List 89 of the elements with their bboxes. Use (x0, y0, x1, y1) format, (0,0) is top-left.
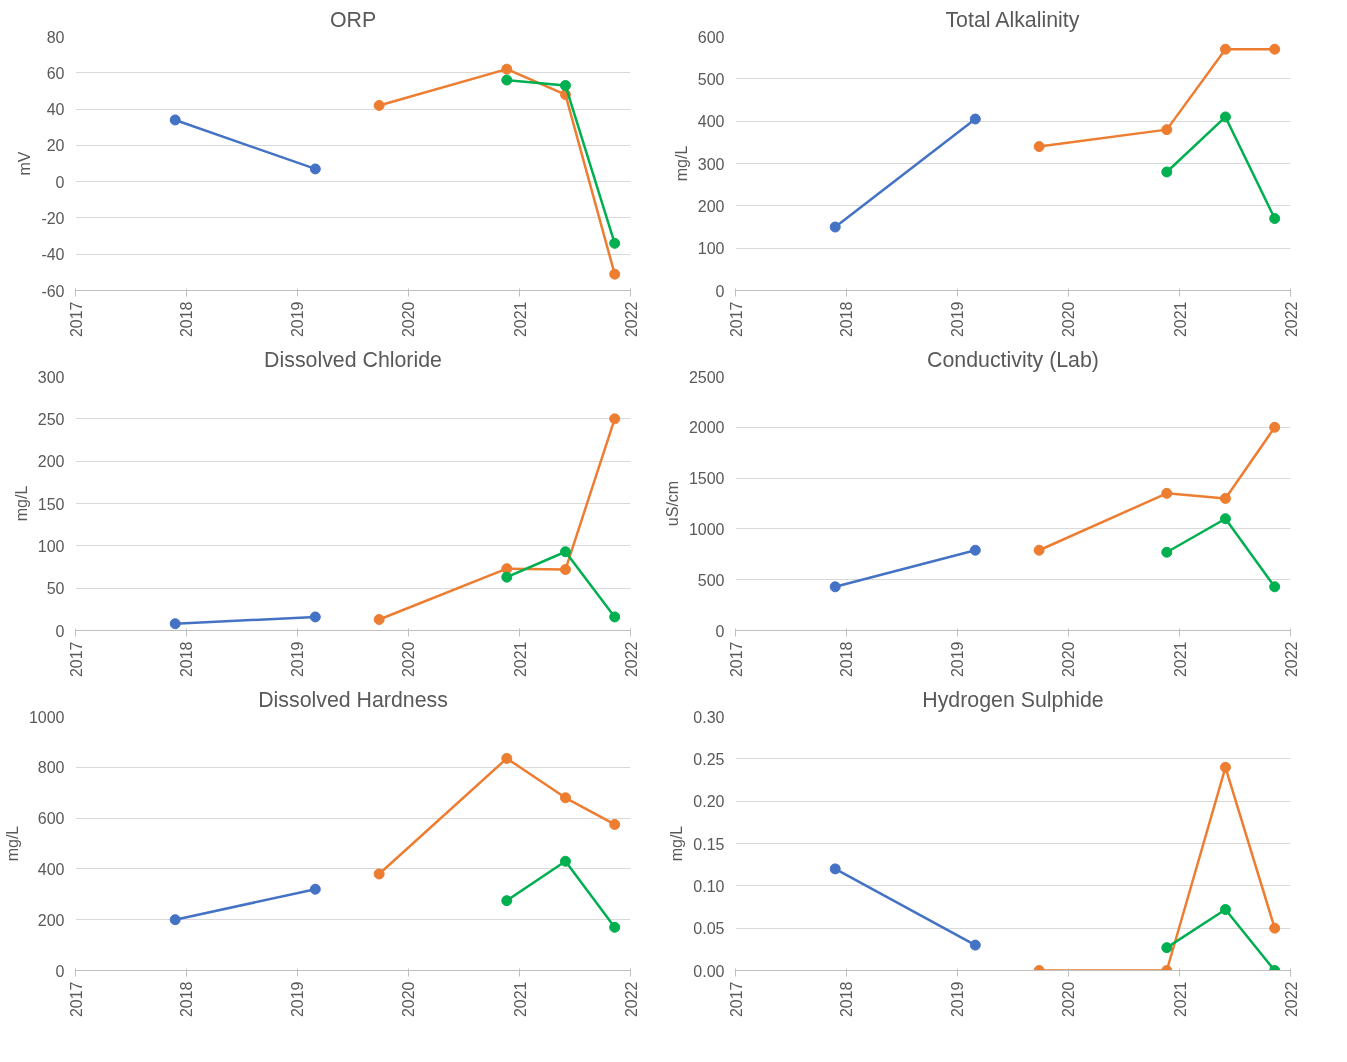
x-tick-label: 2019 (949, 301, 967, 338)
chart-title: Conductivity (Lab) (927, 347, 1099, 372)
y-tick-label: 250 (37, 410, 65, 428)
x-tick-label: 2020 (400, 301, 418, 338)
y-tick-label: 0.20 (693, 793, 725, 811)
y-tick-label: 0.25 (693, 750, 725, 768)
x-tick-label: 2020 (1060, 641, 1078, 678)
y-tick-label: 500 (697, 70, 725, 88)
y-tick-label: 80 (46, 28, 65, 46)
y-tick-label: 2000 (688, 419, 725, 437)
y-tick-label: 200 (37, 911, 65, 929)
x-tick-label: 2019 (289, 301, 307, 338)
y-tick-label: 0.10 (693, 877, 725, 895)
y-tick-label: 1000 (688, 520, 725, 538)
y-tick-label: 600 (37, 810, 65, 828)
y-tick-label: 500 (697, 571, 725, 589)
x-tick-label: 2018 (838, 981, 856, 1018)
y-axis-title: mg/L (672, 145, 690, 182)
x-tick-label: 2017 (727, 641, 745, 678)
x-tick-label: 2020 (1060, 301, 1078, 338)
y-tick-label: 300 (37, 368, 65, 386)
y-tick-label: 0.15 (693, 835, 725, 853)
y-tick-label: 0 (715, 282, 725, 300)
x-tick-label: 2022 (622, 641, 640, 678)
y-tick-label: 400 (697, 113, 725, 131)
x-tick-label: 2017 (727, 301, 745, 338)
y-axis-title: mg/L (3, 825, 21, 862)
x-tick-label: 2021 (511, 301, 529, 338)
y-tick-label: 800 (37, 759, 65, 777)
x-tick-label: 2019 (949, 641, 967, 678)
x-tick-label: 2018 (178, 641, 196, 678)
y-axis-title: mg/L (668, 825, 686, 862)
y-tick-label: 300 (697, 155, 725, 173)
x-tick-label: 2019 (289, 981, 307, 1018)
y-tick-label: 100 (697, 240, 725, 258)
x-tick-label: 2022 (1282, 981, 1300, 1018)
x-tick-label: 2018 (178, 981, 196, 1018)
y-tick-label: 50 (46, 580, 65, 598)
x-tick-label: 2022 (1282, 301, 1300, 338)
x-tick-label: 2022 (1282, 641, 1300, 678)
x-tick-label: 2022 (622, 301, 640, 338)
y-axis-title: uS/cm (663, 480, 681, 527)
x-tick-label: 2017 (727, 981, 745, 1018)
x-tick-label: 2018 (838, 641, 856, 678)
x-tick-label: 2017 (67, 641, 85, 678)
y-tick-label: -20 (41, 209, 65, 227)
x-tick-label: 2019 (949, 981, 967, 1018)
y-tick-label: 200 (697, 197, 725, 215)
y-tick-label: 1000 (28, 708, 65, 726)
x-tick-label: 2019 (289, 641, 307, 678)
x-tick-label: 2020 (400, 641, 418, 678)
y-tick-label: 600 (697, 28, 725, 46)
y-tick-label: 200 (37, 453, 65, 471)
x-tick-label: 2020 (1060, 981, 1078, 1018)
y-tick-label: 0 (55, 173, 65, 191)
x-tick-label: 2017 (67, 981, 85, 1018)
y-tick-label: 0.05 (693, 920, 725, 938)
y-tick-label: 2500 (688, 368, 725, 386)
y-tick-label: 0.30 (693, 708, 725, 726)
x-tick-label: 2017 (67, 301, 85, 338)
y-tick-label: 40 (46, 101, 65, 119)
y-tick-label: 150 (37, 495, 65, 513)
y-tick-label: 0.00 (693, 962, 725, 980)
y-tick-label: 1500 (688, 470, 725, 488)
x-tick-label: 2021 (1171, 641, 1189, 678)
y-tick-label: -40 (41, 246, 65, 264)
x-tick-label: 2020 (400, 981, 418, 1018)
x-tick-label: 2021 (511, 641, 529, 678)
chart-title: Dissolved Hardness (258, 687, 448, 712)
y-tick-label: 0 (715, 622, 725, 640)
y-tick-label: -60 (41, 282, 65, 300)
x-tick-label: 2018 (178, 301, 196, 338)
chart-title: Total Alkalinity (945, 7, 1080, 32)
y-tick-label: 0 (55, 622, 65, 640)
chart-title: Dissolved Chloride (264, 347, 442, 372)
y-tick-label: 0 (55, 962, 65, 980)
y-tick-label: 400 (37, 860, 65, 878)
x-tick-label: 2018 (838, 301, 856, 338)
x-tick-label: 2021 (1171, 301, 1189, 338)
y-tick-label: 100 (37, 537, 65, 555)
chart-title: Hydrogen Sulphide (922, 687, 1104, 712)
y-axis-title: mg/L (12, 485, 30, 522)
y-axis-title: mV (16, 151, 34, 176)
x-tick-label: 2021 (1171, 981, 1189, 1018)
y-tick-label: 20 (46, 137, 65, 155)
y-tick-label: 60 (46, 64, 65, 82)
chart-title: ORP (329, 7, 377, 32)
x-tick-label: 2021 (511, 981, 529, 1018)
x-tick-label: 2022 (622, 981, 640, 1018)
